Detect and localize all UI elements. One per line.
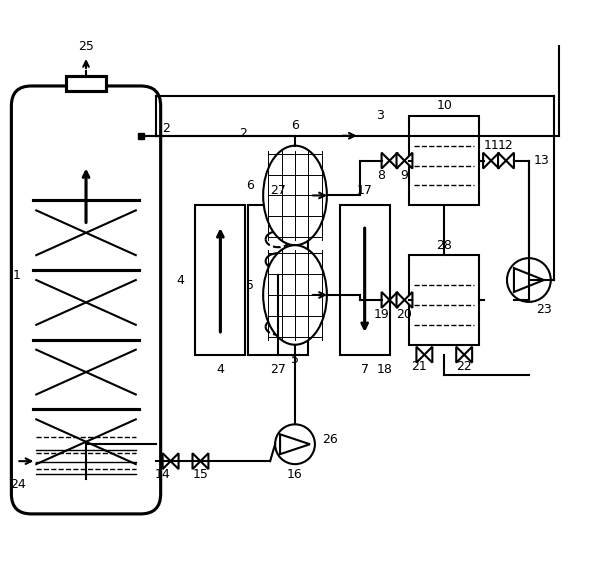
Text: 23: 23 [536, 304, 552, 316]
FancyBboxPatch shape [11, 86, 160, 514]
Polygon shape [390, 152, 397, 168]
Text: 4: 4 [176, 274, 185, 286]
Text: 16: 16 [287, 467, 303, 481]
Polygon shape [192, 453, 201, 469]
Text: 5: 5 [291, 353, 299, 366]
Polygon shape [397, 152, 404, 168]
Polygon shape [201, 453, 208, 469]
Polygon shape [498, 152, 506, 168]
Text: 6: 6 [246, 179, 254, 192]
Text: 9: 9 [401, 169, 408, 182]
Ellipse shape [263, 245, 327, 345]
Bar [410, 255, 479, 345]
Polygon shape [404, 152, 413, 168]
Circle shape [275, 424, 315, 464]
Text: 14: 14 [155, 467, 170, 481]
Polygon shape [163, 453, 170, 469]
Bar [138, 133, 144, 139]
Bar [248, 205, 308, 355]
Text: 3: 3 [376, 109, 384, 122]
Text: 8: 8 [378, 169, 385, 182]
Bar [66, 76, 106, 91]
Polygon shape [491, 152, 499, 168]
Polygon shape [170, 453, 179, 469]
Polygon shape [390, 292, 397, 308]
Text: 22: 22 [456, 360, 472, 373]
Text: 27: 27 [270, 184, 286, 197]
Bar [410, 116, 479, 205]
Bar [340, 205, 390, 355]
Text: 7: 7 [361, 363, 369, 376]
Text: 11: 11 [483, 139, 499, 152]
Text: 24: 24 [11, 478, 26, 490]
Text: 19: 19 [374, 308, 390, 321]
Polygon shape [424, 347, 432, 363]
Text: 1: 1 [12, 269, 20, 282]
Text: 18: 18 [377, 363, 392, 376]
Text: 12: 12 [498, 139, 514, 152]
Text: 5: 5 [246, 278, 254, 292]
Text: 21: 21 [411, 360, 427, 373]
Text: 13: 13 [534, 154, 549, 167]
Polygon shape [456, 347, 464, 363]
Bar [195, 205, 245, 355]
Polygon shape [397, 292, 404, 308]
Text: 17: 17 [357, 184, 372, 197]
Text: 2: 2 [239, 127, 247, 140]
Text: 27: 27 [270, 363, 286, 376]
Polygon shape [416, 347, 424, 363]
Polygon shape [506, 152, 514, 168]
Text: 15: 15 [192, 467, 208, 481]
Polygon shape [382, 152, 390, 168]
Text: 6: 6 [291, 119, 299, 132]
Text: 25: 25 [78, 40, 94, 53]
Text: 4: 4 [217, 363, 224, 376]
Text: 20: 20 [397, 308, 413, 321]
Text: 28: 28 [436, 239, 452, 252]
Polygon shape [382, 292, 390, 308]
Text: 26: 26 [322, 433, 337, 446]
Circle shape [507, 258, 551, 302]
Ellipse shape [263, 145, 327, 245]
Polygon shape [404, 292, 413, 308]
Text: 10: 10 [436, 99, 452, 112]
Polygon shape [464, 347, 472, 363]
Polygon shape [483, 152, 491, 168]
Text: 2: 2 [162, 122, 169, 135]
